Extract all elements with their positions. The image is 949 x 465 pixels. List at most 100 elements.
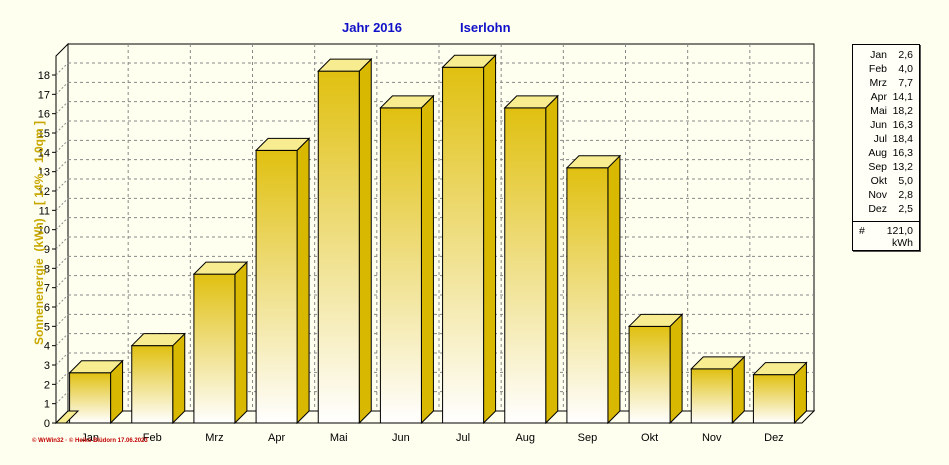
y-tick-label: 4 <box>44 341 50 353</box>
legend-value: 13,2 <box>892 161 913 173</box>
gridline-wall <box>55 236 69 250</box>
x-tick-label: Jun <box>392 432 410 444</box>
bar-side <box>172 332 186 425</box>
bar-top <box>627 313 684 327</box>
y-tick-label: 5 <box>44 321 50 333</box>
bar-side <box>545 94 559 425</box>
gridline-wall <box>55 139 69 153</box>
legend-row: Dez 2,5 <box>853 202 919 216</box>
legend-value: 14,1 <box>892 91 913 103</box>
bar-top <box>254 137 311 151</box>
bar <box>255 149 298 424</box>
legend-value: 4,0 <box>898 63 913 75</box>
y-tick-label: 1 <box>44 399 50 411</box>
bar-side <box>669 313 683 425</box>
x-tick-label: Dez <box>764 432 784 444</box>
y-axis-label: Sonnenenergie (kWh) [ 14% - 1.0qm ] <box>32 120 46 346</box>
bar-top <box>379 95 435 109</box>
gridline-wall <box>55 352 69 366</box>
legend-row: Jun 16,3 <box>853 118 919 132</box>
legend-value: 5,0 <box>898 175 913 187</box>
x-tick-label: Feb <box>143 432 162 444</box>
legend-value: 18,2 <box>892 105 913 117</box>
x-tick-label: Aug <box>515 432 535 444</box>
gridline-wall <box>55 178 69 192</box>
bar-side <box>483 54 497 425</box>
bar-top <box>192 261 249 275</box>
legend-row: Mrz 7,7 <box>853 76 919 90</box>
gridline-wall <box>55 333 69 347</box>
bar-side <box>296 137 310 425</box>
plot-left-wall <box>55 42 69 425</box>
bar <box>566 167 609 424</box>
bar <box>690 368 733 424</box>
gridline-wall <box>55 217 69 231</box>
legend-value: 2,6 <box>898 49 913 61</box>
legend-total-symbol: # <box>859 225 865 237</box>
y-tick-label: 14 <box>38 147 50 159</box>
x-tick-label: Apr <box>268 432 285 444</box>
bar-side <box>234 260 248 425</box>
y-tick-label: 10 <box>38 225 50 237</box>
bar-top <box>441 54 497 68</box>
bar <box>379 107 422 424</box>
bar <box>442 66 485 424</box>
y-tick-label: 0 <box>44 418 50 430</box>
x-tick-label: Jul <box>456 432 470 444</box>
legend-row: Okt 5,0 <box>853 174 919 188</box>
bar <box>69 372 112 424</box>
bar <box>628 325 671 424</box>
legend-row: Aug 16,3 <box>853 146 919 160</box>
gridline-wall <box>55 120 69 134</box>
legend-box: Jan 2,6 Feb 4,0 Mrz 7,7 Apr 14,1 Mai 18,2 Jun 16,3 J… <box>852 44 920 251</box>
y-tick-label: 9 <box>44 244 50 256</box>
x-tick-label: Nov <box>702 432 722 444</box>
gridline-wall <box>55 371 69 385</box>
bar-top <box>752 362 808 376</box>
legend-value: 16,3 <box>892 147 913 159</box>
gridline-wall <box>55 159 69 173</box>
legend-total-row: # 121,0 <box>853 224 919 238</box>
bar <box>752 374 795 424</box>
legend-row: Jul 18,4 <box>853 132 919 146</box>
x-tick-label: Sep <box>578 432 598 444</box>
legend-value: 16,3 <box>892 119 913 131</box>
legend-row: Nov 2,8 <box>853 188 919 202</box>
bar-top <box>130 333 186 347</box>
bar-top <box>565 155 622 169</box>
legend-row: Mai 18,2 <box>853 104 919 118</box>
legend-month: Nov <box>868 189 887 201</box>
gridline-wall <box>55 197 69 211</box>
legend-month: Mai <box>870 105 887 117</box>
y-tick-label: 12 <box>38 186 50 198</box>
legend-row: Feb 4,0 <box>853 62 919 76</box>
y-tick-label: 3 <box>44 360 50 372</box>
legend-divider <box>853 221 919 222</box>
plot-area <box>67 43 815 412</box>
legend-value: 2,5 <box>898 203 913 215</box>
gridline-wall <box>55 62 69 76</box>
bar-side <box>358 57 372 425</box>
bar-side <box>420 94 434 425</box>
y-tick-label: 15 <box>38 128 50 140</box>
legend-row: Apr 14,1 <box>853 90 919 104</box>
y-tick-label: 16 <box>38 109 50 121</box>
y-tick-label: 2 <box>44 379 50 391</box>
legend-month: Mrz <box>869 77 888 89</box>
gridline-wall <box>55 255 69 269</box>
bar <box>317 70 360 424</box>
bar-top <box>690 356 746 370</box>
legend-total-unit-row: kWh <box>853 236 919 250</box>
bar-top <box>317 58 373 72</box>
gridline-wall <box>55 391 69 405</box>
gridline-wall <box>55 275 69 289</box>
legend-month: Jun <box>870 119 887 131</box>
gridline-wall <box>55 294 69 308</box>
bar-top <box>503 95 559 109</box>
y-tick-label: 13 <box>38 167 50 179</box>
legend-month: Dez <box>868 203 887 215</box>
floor-accent <box>54 410 80 424</box>
y-tick-label: 8 <box>44 263 50 275</box>
legend-month: Okt <box>870 175 887 187</box>
bar-top <box>68 360 124 374</box>
